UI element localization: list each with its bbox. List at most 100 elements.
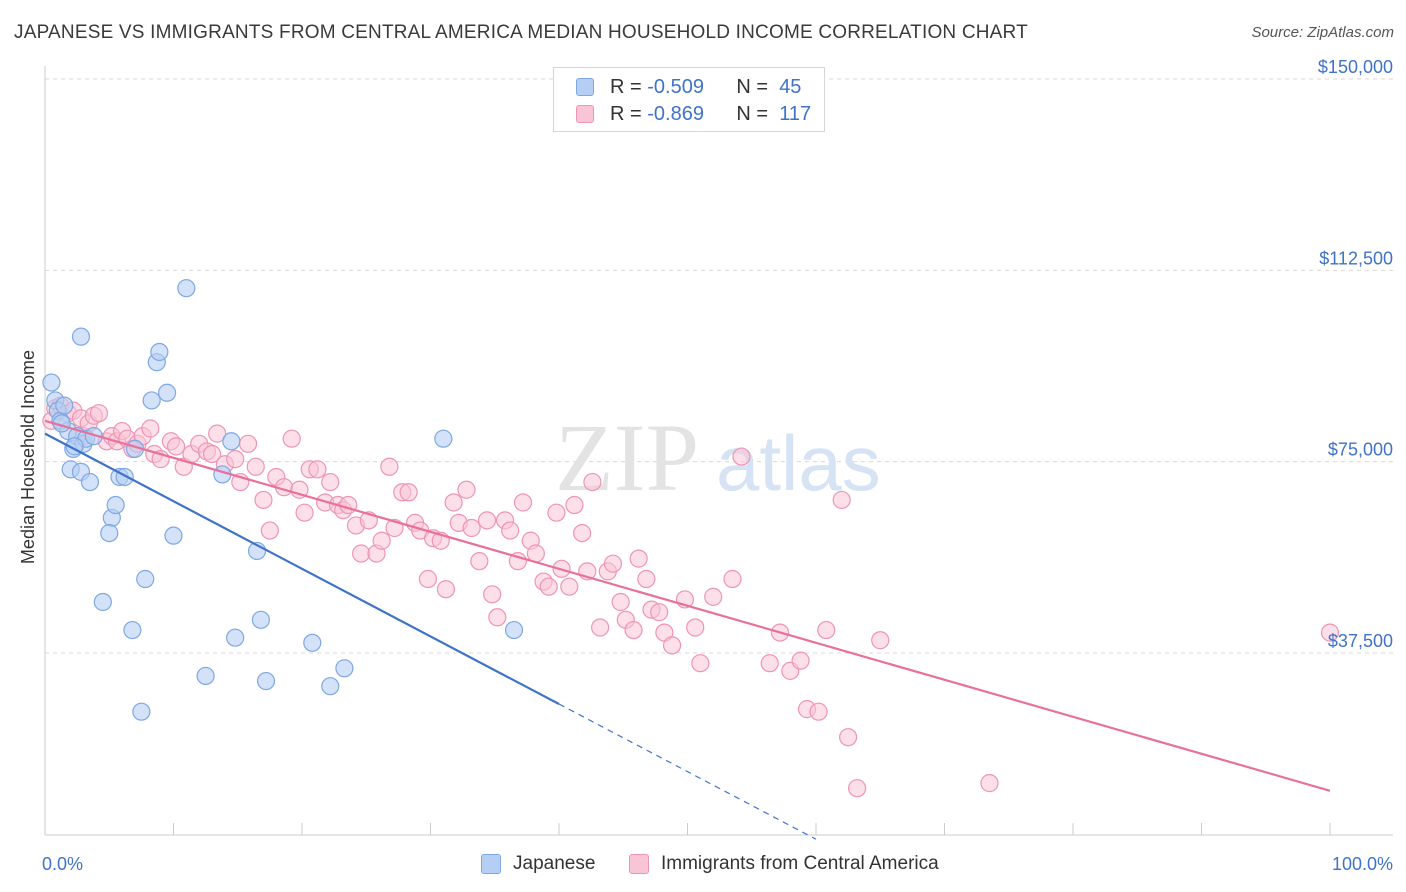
central-america-point <box>246 457 265 476</box>
central-america-point <box>624 620 643 640</box>
central-america-point <box>399 483 418 502</box>
central-america-trend-line <box>44 419 1331 792</box>
japanese-swatch <box>576 78 594 96</box>
watermark: ZIP atlas <box>555 404 881 511</box>
central-america-point <box>1320 623 1340 642</box>
central-america-point <box>208 424 227 443</box>
central-america-point <box>704 587 723 606</box>
central-america-point <box>637 569 656 589</box>
japanese-point <box>132 702 151 721</box>
central-america-point <box>583 472 602 492</box>
central-america-legend-label: Immigrants from Central America <box>661 853 939 874</box>
central-america-point <box>457 480 476 499</box>
y-tick-label: $75,000 <box>1328 440 1393 460</box>
central-america-point <box>501 521 520 540</box>
central-america-point <box>226 450 245 469</box>
japanese-trend-line <box>44 432 560 705</box>
central-america-point <box>686 618 705 637</box>
correlation-legend: R = -0.509 N = 45 R = -0.869 N = 117 <box>553 67 825 132</box>
central-america-point <box>89 404 109 423</box>
y-tick-label: $37,500 <box>1328 631 1393 651</box>
japanese-point <box>434 429 453 448</box>
legend-r-value: -0.869 <box>647 102 704 125</box>
y-tick-labels: $37,500 $75,000 $112,500 $150,000 <box>1318 57 1393 651</box>
central-america-point <box>202 444 222 464</box>
central-america-point <box>760 654 779 673</box>
y-tick-label: $150,000 <box>1318 57 1393 77</box>
japanese-point <box>100 523 119 543</box>
central-america-point <box>380 457 399 476</box>
japanese-point <box>71 327 91 346</box>
japanese-point <box>303 633 322 652</box>
central-america-point <box>513 493 533 512</box>
bottom-legend-japanese[interactable]: Japanese <box>481 852 595 876</box>
y-axis-label: Median Household Income <box>18 350 38 564</box>
central-america-point <box>650 603 669 622</box>
central-america-point <box>732 447 751 466</box>
legend-r-label: R = <box>610 75 642 98</box>
japanese-legend-swatch <box>481 854 501 874</box>
central-america-point <box>662 636 682 655</box>
japanese-point <box>321 677 340 696</box>
japanese-point <box>196 666 215 686</box>
legend-n-label: N = <box>736 102 769 125</box>
chart-title: JAPANESE VS IMMIGRANTS FROM CENTRAL AMER… <box>14 22 1028 43</box>
japanese-point <box>123 620 142 640</box>
central-america-point <box>591 618 610 637</box>
central-america-point <box>603 554 623 573</box>
central-america-point <box>560 577 579 596</box>
central-america-point <box>254 490 273 510</box>
japanese-point <box>106 495 125 515</box>
central-america-point <box>488 608 507 627</box>
bottom-legend-central-america[interactable]: Immigrants from Central America <box>629 852 939 876</box>
central-america-point <box>418 569 438 589</box>
japanese-point <box>93 592 112 612</box>
central-america-point <box>832 490 851 510</box>
watermark-zip: ZIP <box>555 404 699 511</box>
japanese-point <box>80 472 100 492</box>
central-america-point <box>817 620 836 640</box>
central-america-point <box>444 493 463 512</box>
central-america-point <box>470 552 489 571</box>
central-america-points <box>42 396 1340 798</box>
central-america-point <box>539 577 558 596</box>
japanese-point <box>136 569 155 589</box>
japanese-point <box>335 659 354 678</box>
central-america-point <box>238 434 258 453</box>
japanese-point <box>222 432 241 451</box>
japanese-point <box>256 671 276 691</box>
japanese-trend-extension <box>558 703 817 840</box>
japanese-points <box>42 279 524 721</box>
central-america-point <box>295 503 314 522</box>
central-america-point <box>629 549 648 568</box>
japanese-point <box>142 391 161 410</box>
japanese-legend-label: Japanese <box>513 853 596 874</box>
legend-n-value: 117 <box>779 102 812 125</box>
central-america-point <box>352 544 371 563</box>
y-tick-label: $112,500 <box>1319 248 1393 268</box>
central-america-point <box>791 651 810 670</box>
central-america-point <box>980 774 999 793</box>
central-america-point <box>372 531 391 550</box>
central-america-legend-swatch <box>629 854 649 874</box>
central-america-point <box>565 495 584 515</box>
central-america-point <box>508 552 527 571</box>
legend-n-label: N = <box>736 75 769 98</box>
japanese-point <box>115 467 134 487</box>
central-america-point <box>141 419 160 438</box>
central-america-swatch <box>576 105 594 123</box>
central-america-point <box>282 429 301 448</box>
japanese-point <box>157 383 177 402</box>
legend-n-value: 45 <box>779 75 802 98</box>
central-america-point <box>308 460 327 479</box>
legend-r-value: -0.509 <box>647 75 704 98</box>
japanese-point <box>84 427 103 446</box>
central-america-point <box>477 511 497 530</box>
central-america-point <box>573 523 592 543</box>
central-america-point <box>483 585 502 604</box>
central-america-point <box>848 779 867 798</box>
source-label: Source: ZipAtlas.com <box>1251 24 1394 41</box>
central-america-point <box>260 521 279 540</box>
legend-row-japanese: R = -0.509 N = 45 <box>576 75 801 99</box>
